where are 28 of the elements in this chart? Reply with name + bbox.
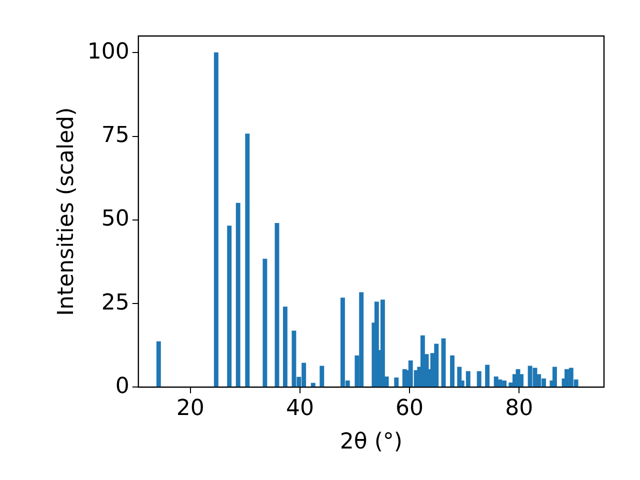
x-tick-label: 40 [286,396,314,422]
y-tick-label: 50 [101,206,130,232]
y-tick-label: 0 [115,374,130,399]
y-tick-label: 100 [87,39,130,64]
y-axis-title: Intensities (scaled) [54,107,79,316]
bar [485,364,490,388]
bar [245,134,250,388]
x-axis-title: 2θ (°) [340,430,403,455]
bar [227,226,232,388]
bar [262,258,268,388]
bar [476,371,482,388]
bar [498,380,502,388]
bar [434,344,439,388]
x-tick-label: 20 [176,396,204,422]
bar [214,52,218,388]
x-tick-label: 80 [505,396,534,422]
bar [282,306,288,388]
bar [236,202,240,388]
x-tick-label: 60 [396,396,424,422]
bar [450,355,454,388]
bar [156,341,161,388]
bar [420,335,425,388]
bar [552,366,557,388]
y-tick-label: 25 [101,290,130,316]
y-tick-label: 75 [101,123,130,148]
bar [394,378,399,388]
bar [320,366,324,388]
bar [274,222,280,388]
